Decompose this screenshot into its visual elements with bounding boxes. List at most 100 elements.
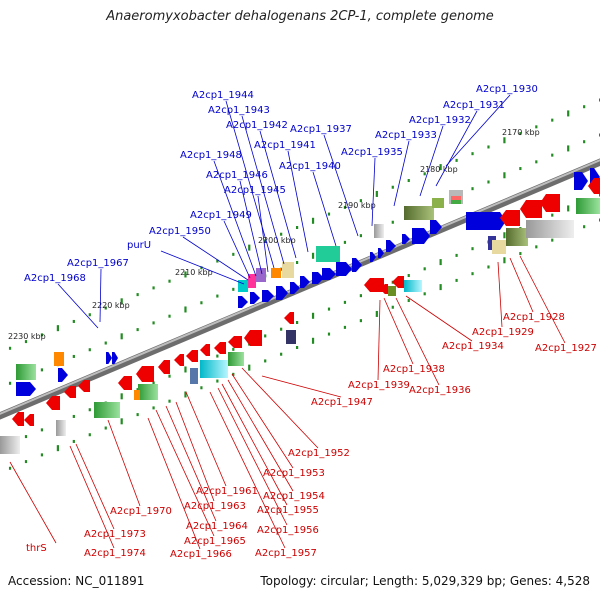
leader-line: [383, 297, 414, 365]
tick-mark: [455, 278, 458, 282]
tick-mark: [200, 386, 203, 390]
tick-mark: [232, 347, 235, 351]
reverse-gene-arrow: [118, 376, 132, 390]
reverse-gene-label: A2cp1_1947: [311, 397, 373, 408]
forward-gene-arrow: [336, 262, 352, 276]
reverse-gene-label: A2cp1_1966: [170, 549, 232, 560]
reverse-gene-label: A2cp1_1952: [288, 448, 350, 459]
reverse-gene-label: A2cp1_1974: [84, 548, 146, 559]
tick-mark: [407, 179, 410, 183]
reverse-gene-label: A2cp1_1939: [348, 380, 410, 391]
forward-gene-label: A2cp1_1935: [341, 147, 403, 158]
reverse-gene-arrow: [46, 396, 60, 410]
forward-gene-label: A2cp1_1932: [409, 115, 471, 126]
reverse-gene-arrow: [200, 344, 210, 356]
tick-mark: [487, 180, 490, 184]
tick-mark: [343, 205, 347, 209]
leader-line: [155, 409, 215, 537]
reverse-gene-arrow: [186, 350, 198, 362]
reverse-gene-arrow: [228, 336, 242, 348]
tick-mark: [200, 301, 203, 305]
reverse-gene-label: A2cp1_1973: [84, 529, 146, 540]
tick-mark: [280, 267, 283, 271]
tick-mark: [56, 445, 59, 452]
forward-gene-arrow: [106, 352, 112, 364]
leader-line: [257, 195, 269, 273]
tick-mark: [216, 259, 219, 263]
forward-gene-label: A2cp1_1941: [254, 140, 316, 151]
reverse-gene-arrow: [78, 380, 90, 392]
tick-mark: [200, 266, 203, 270]
reverse-strand-genes: [12, 178, 600, 426]
forward-gene-arrow: [262, 290, 274, 302]
leader-line: [287, 150, 309, 253]
tick-mark: [216, 294, 219, 298]
tick-mark: [24, 340, 28, 344]
reverse-gene-label: thrS: [26, 543, 47, 554]
forward-gene-arrow: [466, 212, 506, 230]
ruler-label: 2220 kbp: [92, 301, 130, 310]
leader-line: [185, 391, 227, 487]
forward-gene-label: A2cp1_1943: [208, 105, 270, 116]
leader-line: [239, 180, 263, 275]
leader-line: [227, 379, 294, 492]
map-title: Anaeromyxobacter dehalogenans 2CP-1, com…: [106, 9, 494, 24]
tick-mark: [583, 105, 586, 109]
tick-mark: [40, 428, 44, 432]
gene-labels: A2cp1_1930 A2cp1_1931 A2cp1_1932 A2cp1_1933…: [24, 84, 597, 560]
leader-line: [445, 94, 511, 167]
tick-mark: [248, 244, 251, 251]
tick-mark: [439, 284, 442, 291]
tick-mark: [343, 300, 347, 304]
leader-line: [57, 283, 99, 329]
reverse-gene-label: A2cp1_1970: [110, 506, 172, 517]
tick-mark: [152, 381, 155, 385]
tick-mark: [583, 225, 586, 229]
tick-mark: [471, 272, 474, 276]
ruler-label: 2200 kbp: [258, 236, 296, 245]
leader-line: [519, 255, 566, 344]
forward-cog-boxes: [16, 190, 463, 380]
forward-gene-label: A2cp1_1940: [279, 161, 341, 172]
reverse-gene-arrow: [520, 200, 542, 218]
forward-gene-label: A2cp1_1933: [375, 130, 437, 141]
ruler-label: 2230 kbp: [8, 332, 46, 341]
reverse-gene-label: A2cp1_1953: [263, 468, 325, 479]
forward-gene-arrow: [322, 268, 336, 280]
tick-mark: [88, 348, 91, 352]
forward-gene-arrow: [250, 292, 260, 304]
tick-mark: [375, 310, 378, 317]
forward-gene-label: A2cp1_1937: [290, 124, 352, 135]
tick-mark: [88, 408, 91, 412]
ruler-labels: 2170 kbp 2180 kbp 2190 kbp 2200 kbp 2210 kbp…: [8, 128, 540, 341]
reverse-gene-arrow: [540, 194, 560, 212]
leader-line: [435, 110, 478, 187]
reverse-cog-boxes: [0, 198, 600, 454]
reverse-gene-arrow: [214, 342, 226, 354]
tick-mark: [232, 287, 235, 291]
tick-mark: [104, 426, 107, 430]
tick-mark: [104, 306, 107, 310]
tick-mark: [551, 153, 554, 157]
tick-mark: [519, 132, 522, 136]
tick-mark: [359, 234, 362, 238]
tick-mark: [40, 453, 44, 457]
reverse-gene-arrow: [158, 360, 170, 374]
forward-gene-label: A2cp1_1931: [443, 100, 505, 111]
leader-line: [217, 387, 288, 526]
reverse-gene-arrow: [284, 312, 294, 324]
reverse-gene-label: A2cp1_1929: [472, 327, 534, 338]
tick-mark: [120, 418, 123, 425]
tick-mark: [8, 346, 12, 350]
forward-gene-label: A2cp1_1949: [190, 210, 252, 221]
forward-gene-label: A2cp1_1950: [149, 226, 211, 237]
tick-mark: [503, 257, 506, 264]
tick-mark: [24, 435, 28, 439]
tick-mark: [391, 220, 394, 224]
tick-mark: [327, 212, 331, 216]
leader-line: [371, 157, 376, 227]
tick-mark: [311, 252, 315, 259]
tick-mark: [72, 354, 75, 358]
leader-line: [223, 220, 251, 279]
